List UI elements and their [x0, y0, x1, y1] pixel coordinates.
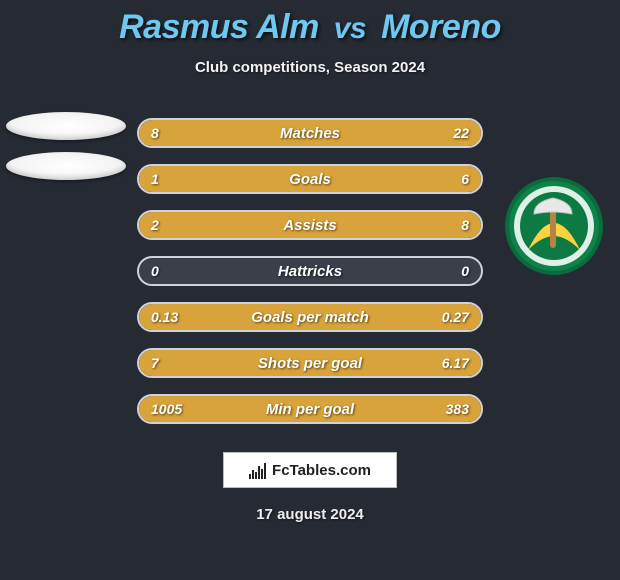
right-club-badge	[494, 176, 614, 276]
stat-value-right: 0.27	[442, 304, 469, 330]
stat-label: Hattricks	[139, 258, 481, 284]
stat-value-left: 2	[151, 212, 159, 238]
placeholder-ellipse	[6, 112, 126, 140]
bar-right-fill	[233, 396, 481, 422]
footer-brand-text: FcTables.com	[272, 462, 371, 479]
stat-value-left: 0	[151, 258, 159, 284]
stat-value-left: 0.13	[151, 304, 178, 330]
stat-value-left: 1005	[151, 396, 182, 422]
stat-value-right: 6	[461, 166, 469, 192]
player2-name: Moreno	[381, 8, 501, 46]
footer-brand: FcTables.com	[223, 452, 397, 488]
stat-row: 28Assists	[137, 210, 483, 240]
player1-name: Rasmus Alm	[119, 8, 319, 46]
stat-value-right: 22	[453, 120, 469, 146]
stat-value-left: 8	[151, 120, 159, 146]
bar-left-fill	[139, 350, 299, 376]
stat-value-right: 0	[461, 258, 469, 284]
stat-row: 822Matches	[137, 118, 483, 148]
body-area: 822Matches16Goals28Assists00Hattricks0.1…	[0, 118, 620, 424]
stat-bars: 822Matches16Goals28Assists00Hattricks0.1…	[137, 118, 483, 424]
stat-value-left: 7	[151, 350, 159, 376]
club-crest-icon	[504, 176, 604, 276]
footer-date: 17 august 2024	[256, 506, 364, 523]
stat-row: 0 0Hattricks	[137, 256, 483, 286]
stat-value-right: 6.17	[442, 350, 469, 376]
bar-right-fill	[207, 212, 481, 238]
stat-row: 16Goals	[137, 164, 483, 194]
stat-value-right: 8	[461, 212, 469, 238]
bar-left-fill	[139, 212, 207, 238]
stat-row: 76.17Shots per goal	[137, 348, 483, 378]
page-title: Rasmus Alm vs Moreno	[119, 8, 501, 47]
left-club-badge	[6, 112, 126, 180]
stat-value-right: 383	[446, 396, 469, 422]
comparison-card: Rasmus Alm vs Moreno Club competitions, …	[0, 0, 620, 580]
placeholder-ellipse	[6, 152, 126, 180]
vs-text: vs	[334, 12, 366, 45]
stat-row: 0.130.27Goals per match	[137, 302, 483, 332]
stat-value-left: 1	[151, 166, 159, 192]
bar-right-fill	[230, 120, 481, 146]
stat-row: 1005383Min per goal	[137, 394, 483, 424]
chart-icon	[249, 461, 267, 479]
bar-left-fill	[139, 166, 188, 192]
subtitle: Club competitions, Season 2024	[195, 59, 425, 76]
bar-right-fill	[188, 166, 481, 192]
